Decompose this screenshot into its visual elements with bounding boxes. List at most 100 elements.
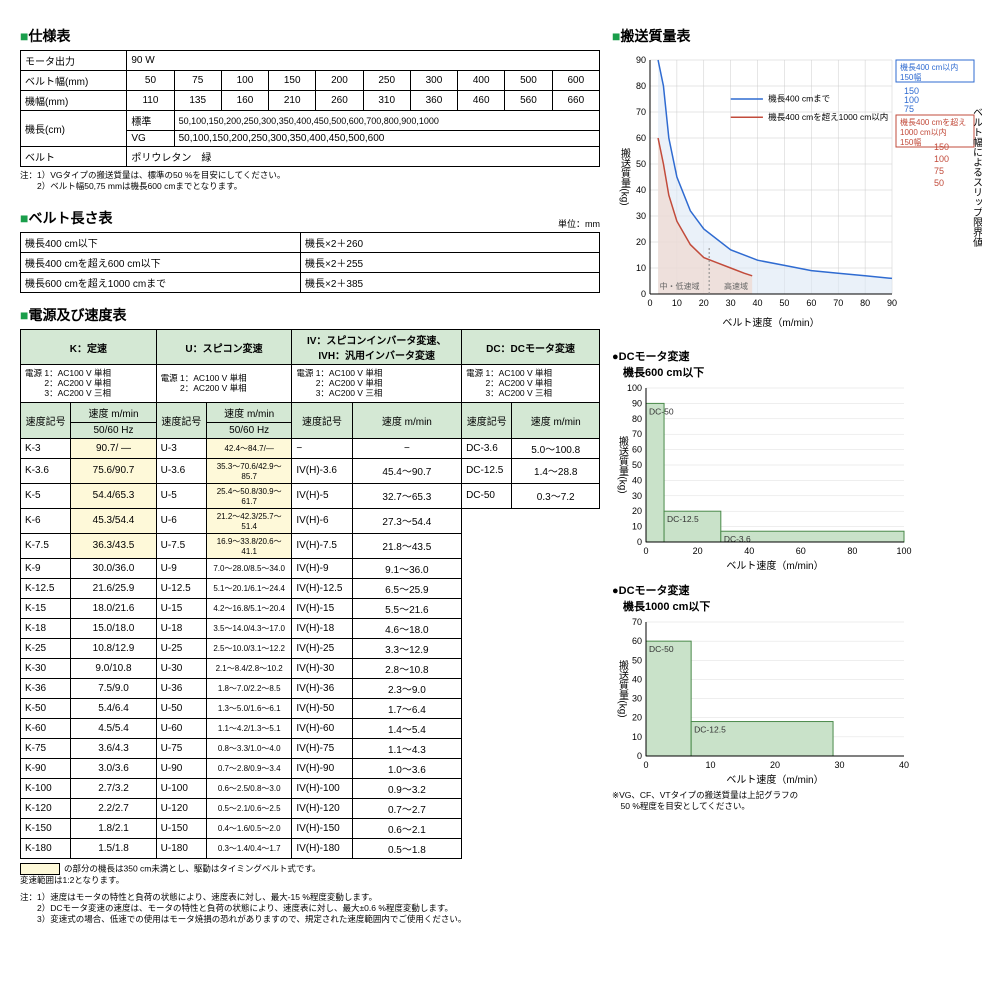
k-hdr: K：定速 [21, 330, 157, 365]
cell: 0.8～3.3/1.0～4.0 [207, 738, 292, 758]
cell: 5.0～100.8 [512, 438, 600, 458]
cell: 1.1～4.3 [352, 738, 461, 758]
mass-chart: 01020304050607080900102030405060708090中・… [612, 50, 982, 330]
svg-text:DC-50: DC-50 [649, 406, 674, 416]
svg-text:70: 70 [632, 429, 642, 439]
cell: K-3 [21, 438, 71, 458]
svg-text:50: 50 [934, 178, 944, 188]
cell: 0.4～1.6/0.5～2.0 [207, 818, 292, 838]
belt-label: ベルト [21, 147, 127, 167]
svg-text:搬送質量(kg): 搬送質量(kg) [617, 435, 629, 493]
motor-value: 90 W [127, 51, 600, 71]
hz-hdr: 50/60 Hz [71, 422, 156, 438]
machine-width-label: 機幅(mm) [21, 91, 127, 111]
svg-text:90: 90 [636, 55, 646, 65]
u-hdr: U：スピコン変速 [156, 330, 292, 365]
cell: K-50 [21, 698, 71, 718]
svg-text:DC-50: DC-50 [649, 644, 674, 654]
speed-title: ■電源及び速度表 [20, 305, 600, 325]
cell: 7.5/9.0 [71, 678, 156, 698]
svg-text:100: 100 [934, 154, 949, 164]
spec-title: ■仕様表 [20, 26, 600, 46]
cell: 560 [505, 91, 552, 111]
speed-hdr: 速度 m/min [207, 402, 292, 422]
cell: 460 [458, 91, 505, 111]
cell: K-100 [21, 778, 71, 798]
cell: 360 [410, 91, 457, 111]
cell: U-36 [156, 678, 206, 698]
svg-text:0: 0 [641, 289, 646, 299]
svg-text:10: 10 [632, 732, 642, 742]
cell: 1.7～6.4 [352, 698, 461, 718]
cell: 0.6～2.1 [352, 818, 461, 838]
cell: 1.0～3.6 [352, 758, 461, 778]
cell: K-12.5 [21, 578, 71, 598]
cell: 5.1～20.1/6.1～24.4 [207, 578, 292, 598]
cell: IV(H)-180 [292, 838, 352, 858]
cell: K-30 [21, 658, 71, 678]
cell: U-75 [156, 738, 206, 758]
cell: 16.9～33.8/20.6～41.1 [207, 533, 292, 558]
std-value: 50,100,150,200,250,300,350,400,450,500,6… [174, 111, 599, 131]
cell: U-50 [156, 698, 206, 718]
svg-text:DC-12.5: DC-12.5 [667, 514, 699, 524]
cell: 110 [127, 91, 174, 111]
cell: 機長×2＋385 [301, 273, 600, 293]
cell: K-120 [21, 798, 71, 818]
svg-text:50: 50 [632, 460, 642, 470]
cell: U-100 [156, 778, 206, 798]
svg-text:機長400 cmを超え: 機長400 cmを超え [900, 117, 966, 127]
cell: 0.7～2.7 [352, 798, 461, 818]
belt-len-title: ■ベルト長さ表 [20, 208, 112, 228]
dc1000-footnote: ※VG、CF、VTタイプの搬送質量は上記グラフの 50 %程度を目安としてくださ… [612, 790, 982, 812]
cell: 機長400 cm以下 [21, 233, 301, 253]
dc1000-title: ●DCモータ変速 機長1000 cm以下 [612, 582, 982, 614]
cell: IV(H)-6 [292, 508, 352, 533]
cell: 10.8/12.9 [71, 638, 156, 658]
cell: 5.4/6.4 [71, 698, 156, 718]
cell: IV(H)-12.5 [292, 578, 352, 598]
cell: 4.5/5.4 [71, 718, 156, 738]
svg-text:40: 40 [753, 298, 763, 308]
svg-text:20: 20 [636, 237, 646, 247]
svg-text:40: 40 [899, 760, 909, 770]
svg-text:40: 40 [632, 475, 642, 485]
cell: 54.4/65.3 [71, 483, 156, 508]
cell: K-36 [21, 678, 71, 698]
svg-text:150幅: 150幅 [900, 137, 921, 147]
cell: U-60 [156, 718, 206, 738]
cell: DC-50 [462, 483, 512, 508]
k-ps: 電源 1：AC100 V 単相 2：AC200 V 単相 3：AC200 V 三… [21, 365, 157, 403]
svg-text:80: 80 [860, 298, 870, 308]
svg-text:機長400 cmまで: 機長400 cmまで [768, 94, 830, 104]
cell: K-9 [21, 558, 71, 578]
cell: IV(H)-30 [292, 658, 352, 678]
svg-text:40: 40 [744, 546, 754, 556]
svg-text:30: 30 [834, 760, 844, 770]
cell: 42.4～84.7/— [207, 438, 292, 458]
svg-text:10: 10 [672, 298, 682, 308]
cell: 50 [127, 71, 174, 91]
cell: U-18 [156, 618, 206, 638]
iv-hdr: IV：スピコンインバータ変速、IVH：汎用インバータ変速 [292, 330, 462, 365]
svg-text:1000 cm以内: 1000 cm以内 [900, 127, 947, 137]
vg-value: 50,100,150,200,250,300,350,400,450,500,6… [174, 131, 599, 147]
speed-hdr: 速度 m/min [512, 402, 600, 438]
svg-text:ベルト速度（m/min）: ベルト速度（m/min） [726, 559, 823, 572]
svg-text:80: 80 [636, 81, 646, 91]
svg-text:20: 20 [693, 546, 703, 556]
cell: U-120 [156, 798, 206, 818]
cell: DC-3.6 [462, 438, 512, 458]
cell: IV(H)-150 [292, 818, 352, 838]
cell: 5.5～21.6 [352, 598, 461, 618]
svg-text:30: 30 [632, 694, 642, 704]
cell: 1.1～4.2/1.3～5.1 [207, 718, 292, 738]
svg-text:60: 60 [806, 298, 816, 308]
svg-text:機長400 cmを超え1000 cm以内: 機長400 cmを超え1000 cm以内 [768, 112, 888, 122]
cell: 75 [174, 71, 221, 91]
cell: 0.7～2.8/0.9～3.4 [207, 758, 292, 778]
dc-hdr: DC：DCモータ変速 [462, 330, 600, 365]
cell: IV(H)-60 [292, 718, 352, 738]
cell: 90.7/ — [71, 438, 156, 458]
svg-text:0: 0 [637, 537, 642, 547]
